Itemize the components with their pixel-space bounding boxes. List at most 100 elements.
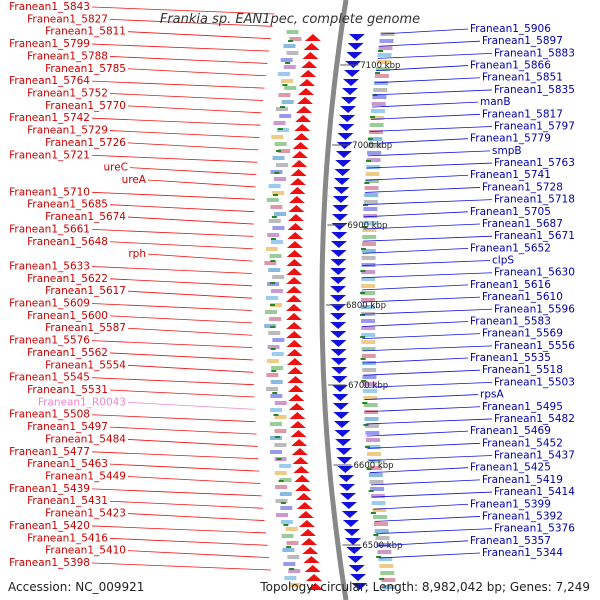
forward-gene-arrow (288, 196, 305, 203)
reverse-gene-arrow (334, 430, 351, 437)
feature-band (382, 585, 397, 589)
left-callout-line (127, 216, 254, 225)
forward-gene-arrow (294, 124, 311, 131)
reverse-gene-arrow (350, 574, 367, 581)
left-callout-line (91, 303, 253, 311)
left-gene-label: Franean1_5648 (27, 236, 108, 248)
left-gene-label: Franean1_5545 (9, 372, 90, 384)
reverse-gene-arrow (338, 475, 355, 482)
right-gene-label: Franean1_5630 (494, 267, 575, 279)
feature-band (270, 394, 283, 398)
feature-band (376, 543, 391, 547)
reverse-gene-arrow (342, 520, 359, 527)
right-gene-label: Franean1_5437 (494, 450, 575, 462)
left-callout-line (91, 488, 262, 497)
feature-band (276, 163, 289, 167)
feature-band (374, 81, 389, 85)
reverse-gene-arrow (330, 250, 347, 257)
right-callout-line (367, 442, 481, 449)
reverse-gene-arrow (346, 52, 363, 59)
left-gene-label: Franean1_5827 (27, 13, 108, 25)
right-gene-label: Franean1_5425 (470, 462, 551, 474)
forward-gene-arrow (299, 529, 316, 536)
right-callout-lines (361, 28, 493, 559)
feature-band (268, 331, 281, 335)
right-callout-line (366, 162, 493, 169)
feature-band (270, 303, 283, 307)
reverse-gene-arrow (346, 547, 363, 554)
right-gene-label: Franean1_5652 (470, 242, 551, 254)
right-callout-line (362, 260, 491, 266)
right-gene-label: Franean1_5535 (470, 352, 551, 364)
forward-gene-arrow (292, 457, 309, 464)
forward-gene-arrow (287, 214, 304, 221)
reverse-gene-arrow (331, 214, 348, 221)
feature-band (362, 235, 377, 239)
reverse-gene-arrow (330, 304, 347, 311)
reverse-gene-arrow (333, 412, 350, 419)
left-gene-label: Franean1_5531 (27, 384, 108, 396)
forward-gene-arrow (295, 493, 312, 500)
feature-band (275, 485, 288, 489)
tick-marker (272, 392, 278, 394)
reverse-gene-arrow (330, 277, 347, 284)
right-callout-line (373, 503, 469, 510)
forward-gene-arrow (307, 583, 324, 590)
reverse-gene-arrow (347, 556, 364, 563)
feature-band (270, 205, 283, 209)
feature-band (364, 424, 379, 428)
tick-marker (274, 172, 280, 174)
right-gene-label: Franean1_5866 (470, 60, 551, 72)
left-gene-label: Franean1_5843 (9, 1, 90, 13)
left-gene-label: Franean1_5600 (27, 310, 108, 322)
right-callout-line (376, 528, 493, 535)
feature-band (365, 172, 380, 176)
feature-band (377, 53, 392, 57)
forward-gene-arrow (286, 358, 303, 365)
left-callout-line (91, 562, 271, 571)
feature-band (370, 109, 385, 113)
right-gene-label: clpS (492, 255, 514, 267)
left-gene-label: Franean1_5431 (27, 495, 108, 507)
tick-marker (272, 194, 278, 196)
left-callout-line (127, 290, 253, 299)
feature-band (282, 548, 295, 552)
feature-band (363, 200, 378, 204)
left-callout-line (127, 68, 266, 77)
reverse-gene-arrow (347, 43, 364, 50)
right-callout-line (363, 381, 493, 388)
left-callout-line (127, 401, 255, 410)
right-gene-label: Franean1_5495 (482, 401, 563, 413)
tick-marker (270, 326, 276, 328)
right-callout-line (364, 394, 479, 400)
tick-marker (370, 512, 376, 514)
left-callout-line (91, 340, 253, 348)
feature-band (278, 149, 291, 153)
left-gene-label: Franean1_5463 (27, 458, 108, 470)
right-gene-label: Franean1_5569 (482, 328, 563, 340)
tick-marker (364, 182, 370, 184)
feature-band (274, 401, 287, 405)
reverse-gene-arrow (330, 331, 347, 338)
reverse-gene-arrow (330, 313, 347, 320)
forward-gene-arrow (299, 79, 316, 86)
tick-marker (270, 348, 276, 350)
feature-band (270, 408, 283, 412)
right-callout-line (381, 28, 469, 35)
forward-gene-arrow (289, 187, 306, 194)
right-gene-label: Franean1_5897 (482, 35, 563, 47)
forward-gene-arrow (300, 70, 317, 77)
forward-gene-arrow (286, 241, 303, 248)
reverse-gene-arrow (330, 322, 347, 329)
feature-band (283, 44, 296, 48)
reverse-gene-arrow (330, 259, 347, 266)
kbp-label: 6900 kbp (347, 221, 387, 231)
left-callout-line (109, 204, 255, 213)
feature-band (279, 478, 292, 482)
kbp-label: 6500 kbp (362, 541, 402, 551)
left-gene-label: Franean1_5710 (9, 186, 90, 198)
right-callout-line (362, 321, 469, 327)
tick-marker (375, 72, 381, 74)
feature-band (266, 359, 279, 363)
